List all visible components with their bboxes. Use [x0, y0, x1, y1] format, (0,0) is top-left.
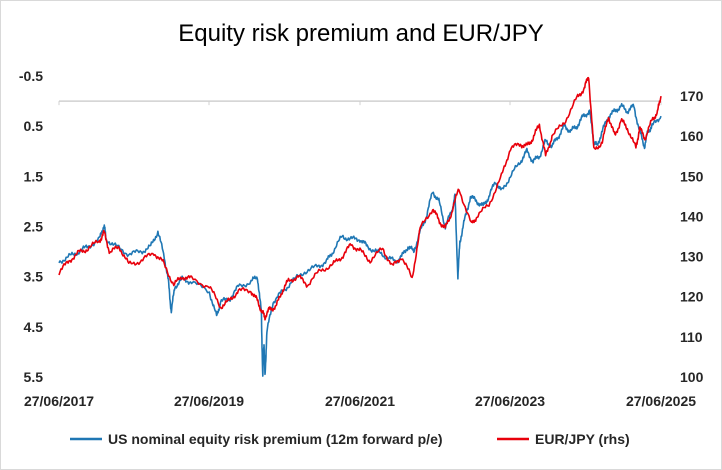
series-line-eurjpy	[58, 76, 662, 321]
x-tick-label: 27/06/2023	[475, 393, 545, 409]
y-left-tick-label: -0.5	[19, 68, 43, 84]
y-right-tick-label: 150	[680, 168, 704, 184]
y-left-tick-label: 0.5	[24, 118, 44, 134]
y-left-tick-label: 5.5	[24, 369, 44, 385]
y-left-tick-label: 4.5	[24, 319, 44, 335]
x-tick-label: 27/06/2025	[626, 393, 696, 409]
y-right-tick-label: 110	[680, 329, 703, 345]
y-right-tick-label: 120	[680, 289, 704, 305]
y-left-tick-label: 3.5	[24, 269, 44, 285]
chart-title: Equity risk premium and EUR/JPY	[178, 20, 544, 47]
x-tick-label: 27/06/2019	[174, 393, 244, 409]
series-lines	[58, 76, 662, 377]
y-left-tick-label: 2.5	[24, 219, 44, 235]
y-right-tick-label: 160	[680, 128, 704, 144]
y-right-tick-label: 100	[680, 369, 704, 385]
series-line-erp	[58, 102, 662, 377]
y-right-tick-label: 170	[680, 88, 704, 104]
axes-group: 27/06/2017 27/06/2019 27/06/2021 27/06/2023…	[19, 68, 704, 409]
x-tick-label: 27/06/2021	[325, 393, 395, 409]
y-left-tick-label: 1.5	[24, 168, 44, 184]
legend-label: EUR/JPY (rhs)	[535, 431, 630, 447]
legend-label: US nominal equity risk premium (12m forw…	[108, 431, 443, 447]
y-right-tick-label: 130	[680, 249, 704, 265]
x-tick-label: 27/06/2017	[24, 393, 94, 409]
legend: US nominal equity risk premium (12m forw…	[70, 431, 630, 447]
y-right-tick-label: 140	[680, 208, 704, 224]
